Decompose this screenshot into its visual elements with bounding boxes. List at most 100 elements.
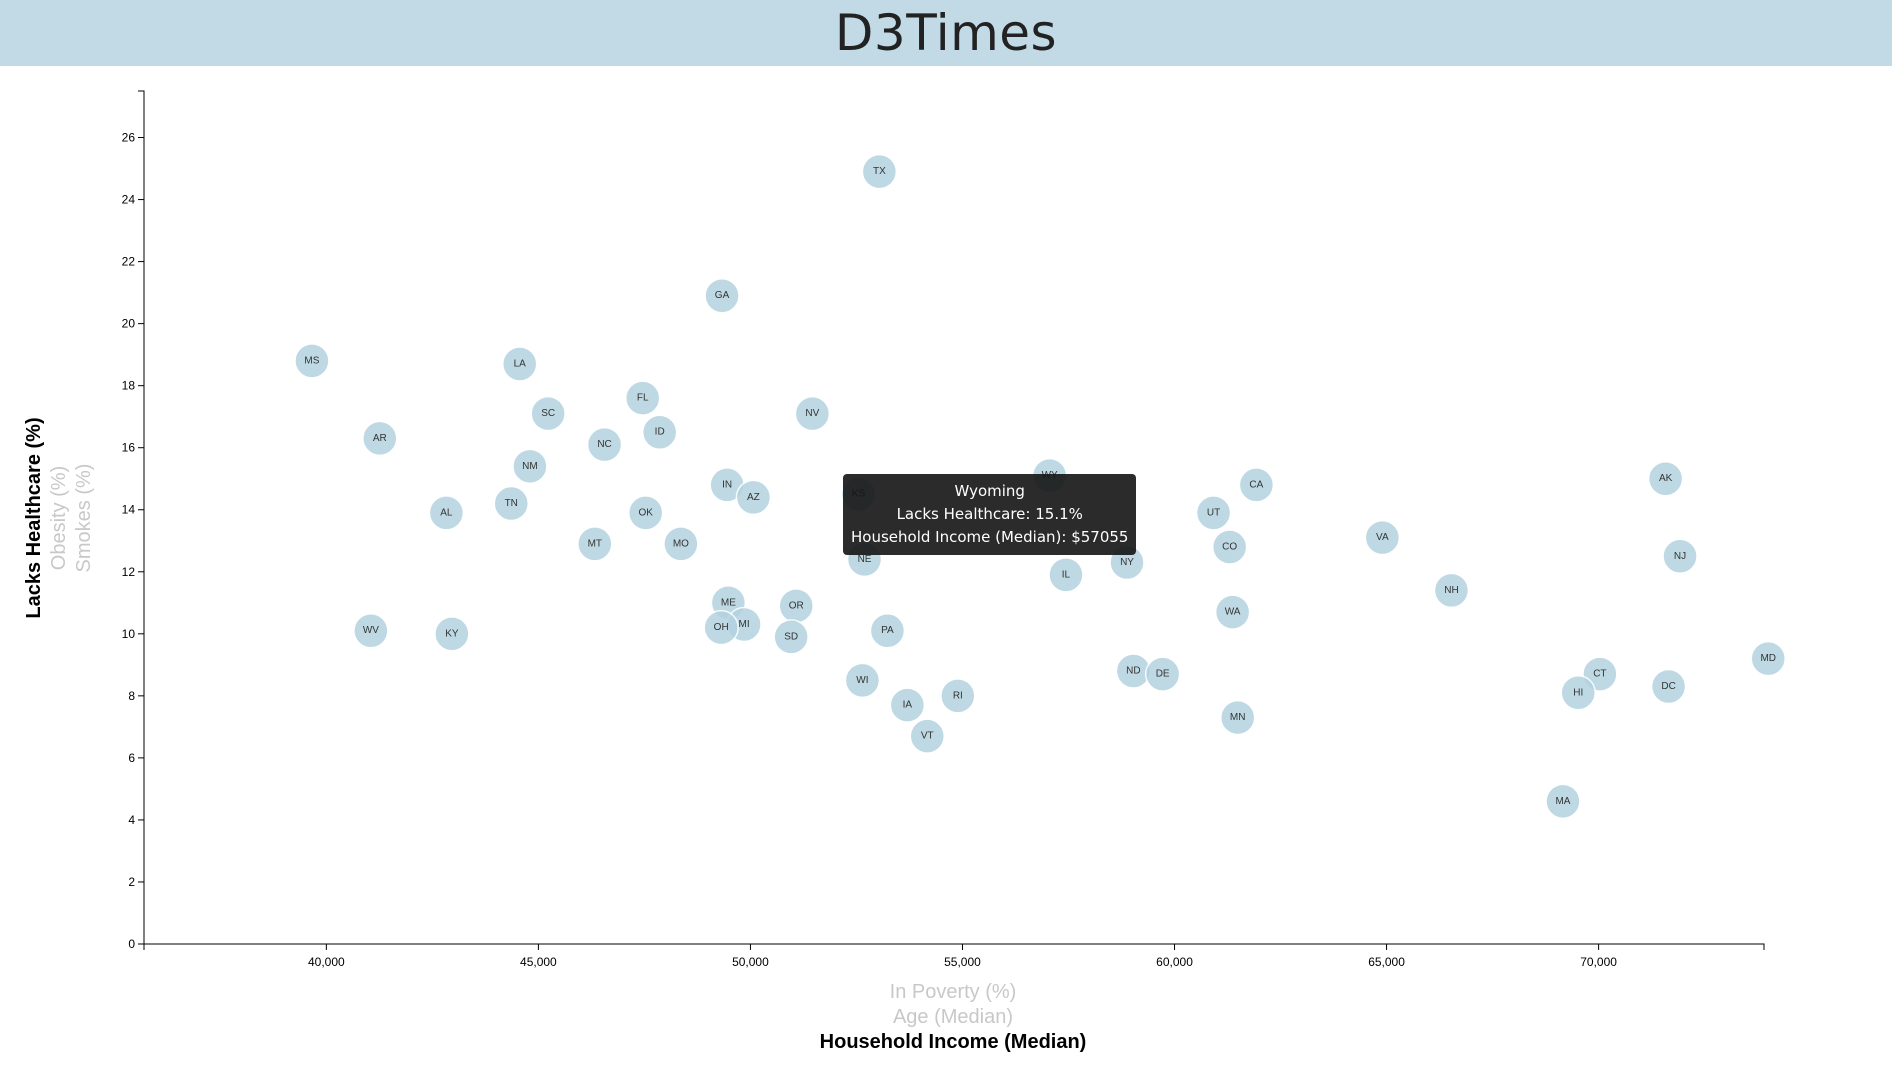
state-circle[interactable] bbox=[1647, 460, 1684, 497]
state-marker-pa[interactable]: PA bbox=[869, 612, 906, 649]
state-circle[interactable] bbox=[1195, 495, 1232, 531]
state-circle[interactable] bbox=[663, 526, 699, 562]
state-marker-il[interactable]: IL bbox=[1048, 557, 1084, 593]
state-marker-ga[interactable]: GA bbox=[704, 277, 740, 314]
state-circle[interactable] bbox=[512, 448, 548, 485]
state-circle[interactable] bbox=[794, 395, 831, 432]
state-marker-mo[interactable]: MO bbox=[663, 526, 699, 562]
y-axis-label-option[interactable]: Lacks Healthcare (%) bbox=[23, 417, 45, 618]
state-marker-ma[interactable]: MA bbox=[1545, 783, 1581, 820]
x-axis-label-option[interactable]: Age (Median) bbox=[893, 1006, 1013, 1028]
state-marker-al[interactable]: AL bbox=[428, 495, 465, 531]
state-marker-nh[interactable]: NH bbox=[1433, 572, 1470, 609]
state-label: CO bbox=[1222, 541, 1237, 552]
state-marker-mn[interactable]: MN bbox=[1219, 699, 1256, 736]
state-circle[interactable] bbox=[1144, 656, 1181, 692]
state-circle[interactable] bbox=[530, 395, 566, 432]
state-label: SC bbox=[541, 408, 555, 419]
state-circle[interactable] bbox=[889, 687, 926, 723]
state-circle[interactable] bbox=[641, 414, 678, 450]
state-marker-ky[interactable]: KY bbox=[434, 616, 470, 652]
state-circle[interactable] bbox=[1545, 783, 1581, 820]
data-points: TXGAMSLAFLSCNVIDARNCNMWYAKINCAKSAZTNALOK… bbox=[294, 153, 1786, 820]
state-circle[interactable] bbox=[1364, 519, 1401, 556]
state-marker-ut[interactable]: UT bbox=[1195, 495, 1232, 531]
state-circle[interactable] bbox=[428, 495, 465, 531]
y-tick-label: 26 bbox=[122, 131, 136, 145]
state-marker-nj[interactable]: NJ bbox=[1662, 538, 1698, 575]
state-marker-nc[interactable]: NC bbox=[586, 426, 623, 463]
y-tick-label: 0 bbox=[128, 937, 135, 951]
state-marker-mt[interactable]: MT bbox=[577, 526, 613, 562]
state-circle[interactable] bbox=[1238, 467, 1275, 503]
state-marker-sc[interactable]: SC bbox=[530, 395, 566, 432]
state-circle[interactable] bbox=[1211, 529, 1248, 565]
state-marker-az[interactable]: AZ bbox=[735, 479, 772, 516]
state-circle[interactable] bbox=[861, 153, 898, 190]
state-label: MD bbox=[1760, 653, 1776, 664]
state-marker-co[interactable]: CO bbox=[1211, 529, 1248, 565]
state-label: IN bbox=[722, 479, 732, 490]
state-marker-wa[interactable]: WA bbox=[1214, 594, 1251, 630]
state-circle[interactable] bbox=[501, 346, 538, 382]
x-axis-label-option[interactable]: In Poverty (%) bbox=[890, 981, 1017, 1003]
state-circle[interactable] bbox=[735, 479, 772, 516]
state-marker-id[interactable]: ID bbox=[641, 414, 678, 450]
x-axis-label-option[interactable]: Household Income (Median) bbox=[820, 1031, 1087, 1053]
state-marker-nv[interactable]: NV bbox=[794, 395, 831, 432]
state-marker-ak[interactable]: AK bbox=[1647, 460, 1684, 497]
state-marker-or[interactable]: OR bbox=[778, 588, 814, 624]
state-circle[interactable] bbox=[577, 526, 613, 562]
state-circle[interactable] bbox=[869, 612, 906, 649]
state-circle[interactable] bbox=[362, 420, 398, 457]
state-marker-tx[interactable]: TX bbox=[861, 153, 898, 190]
state-marker-md[interactable]: MD bbox=[1750, 640, 1786, 677]
state-circle[interactable] bbox=[1662, 538, 1698, 575]
state-marker-tn[interactable]: TN bbox=[493, 485, 530, 522]
state-marker-va[interactable]: VA bbox=[1364, 519, 1401, 556]
state-marker-nm[interactable]: NM bbox=[512, 448, 548, 485]
state-marker-de[interactable]: DE bbox=[1144, 656, 1181, 692]
state-marker-ia[interactable]: IA bbox=[889, 687, 926, 723]
state-circle[interactable] bbox=[1048, 557, 1084, 593]
state-marker-la[interactable]: LA bbox=[501, 346, 538, 382]
x-tick-label: 45,000 bbox=[520, 955, 557, 969]
y-axis-label-option[interactable]: Obesity (%) bbox=[48, 466, 70, 570]
state-marker-wi[interactable]: WI bbox=[844, 662, 881, 699]
state-circle[interactable] bbox=[704, 277, 740, 314]
state-circle[interactable] bbox=[586, 426, 623, 463]
state-circle[interactable] bbox=[1560, 675, 1597, 711]
state-circle[interactable] bbox=[909, 718, 946, 754]
page-title: D3Times bbox=[834, 4, 1058, 62]
state-circle[interactable] bbox=[294, 343, 330, 379]
state-marker-ri[interactable]: RI bbox=[940, 678, 976, 714]
state-marker-dc[interactable]: DC bbox=[1650, 668, 1687, 705]
state-marker-ok[interactable]: OK bbox=[627, 495, 664, 531]
state-circle[interactable] bbox=[844, 662, 881, 699]
y-axis-line bbox=[138, 90, 145, 945]
state-circle[interactable] bbox=[353, 612, 389, 649]
state-circle[interactable] bbox=[1750, 640, 1786, 677]
state-circle[interactable] bbox=[434, 616, 470, 652]
y-axis-label-option[interactable]: Smokes (%) bbox=[73, 464, 95, 573]
state-marker-wv[interactable]: WV bbox=[353, 612, 389, 649]
state-circle[interactable] bbox=[624, 380, 661, 416]
state-marker-ar[interactable]: AR bbox=[362, 420, 398, 457]
state-circle[interactable] bbox=[1214, 594, 1251, 630]
state-circle[interactable] bbox=[773, 619, 809, 655]
state-label: DE bbox=[1156, 669, 1170, 680]
state-marker-fl[interactable]: FL bbox=[624, 380, 661, 416]
state-marker-vt[interactable]: VT bbox=[909, 718, 946, 754]
state-circle[interactable] bbox=[493, 485, 530, 522]
state-marker-ca[interactable]: CA bbox=[1238, 467, 1275, 503]
state-circle[interactable] bbox=[627, 495, 664, 531]
state-circle[interactable] bbox=[940, 678, 976, 714]
state-circle[interactable] bbox=[1650, 668, 1687, 705]
state-circle[interactable] bbox=[703, 609, 739, 646]
state-marker-oh[interactable]: OH bbox=[703, 609, 739, 646]
state-circle[interactable] bbox=[1433, 572, 1470, 609]
state-marker-ms[interactable]: MS bbox=[294, 343, 330, 379]
state-marker-sd[interactable]: SD bbox=[773, 619, 809, 655]
state-circle[interactable] bbox=[1219, 699, 1256, 736]
state-marker-hi[interactable]: HI bbox=[1560, 675, 1597, 711]
